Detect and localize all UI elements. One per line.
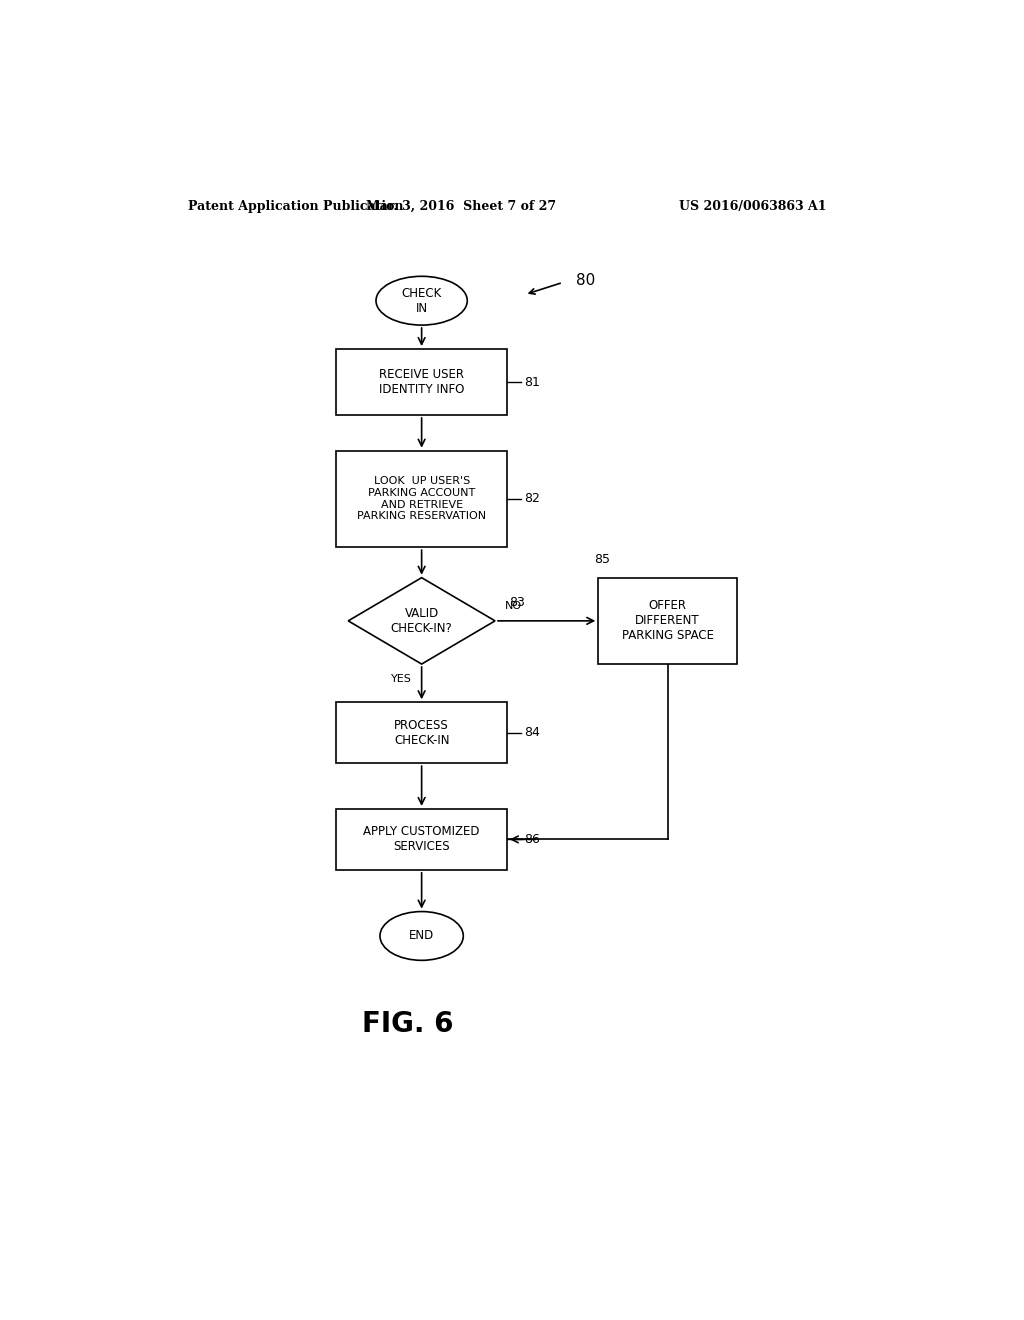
Bar bbox=[336, 450, 507, 548]
Text: OFFER
DIFFERENT
PARKING SPACE: OFFER DIFFERENT PARKING SPACE bbox=[622, 599, 714, 643]
Text: END: END bbox=[409, 929, 434, 942]
Text: 85: 85 bbox=[594, 553, 610, 566]
Bar bbox=[336, 809, 507, 870]
Text: US 2016/0063863 A1: US 2016/0063863 A1 bbox=[679, 199, 826, 213]
Text: FIG. 6: FIG. 6 bbox=[362, 1010, 454, 1039]
Bar bbox=[336, 702, 507, 763]
Text: VALID
CHECK-IN?: VALID CHECK-IN? bbox=[391, 607, 453, 635]
Polygon shape bbox=[348, 578, 495, 664]
Text: 82: 82 bbox=[524, 492, 541, 506]
Text: Mar. 3, 2016  Sheet 7 of 27: Mar. 3, 2016 Sheet 7 of 27 bbox=[367, 199, 556, 213]
Text: LOOK  UP USER'S
PARKING ACCOUNT
AND RETRIEVE
PARKING RESERVATION: LOOK UP USER'S PARKING ACCOUNT AND RETRI… bbox=[357, 477, 486, 521]
Text: 83: 83 bbox=[509, 597, 525, 609]
Bar bbox=[336, 348, 507, 414]
Text: CHECK
IN: CHECK IN bbox=[401, 286, 441, 314]
Text: APPLY CUSTOMIZED
SERVICES: APPLY CUSTOMIZED SERVICES bbox=[364, 825, 480, 854]
Text: Patent Application Publication: Patent Application Publication bbox=[187, 199, 403, 213]
Text: PROCESS
CHECK-IN: PROCESS CHECK-IN bbox=[394, 718, 450, 747]
Text: 80: 80 bbox=[577, 273, 596, 288]
Bar bbox=[598, 578, 737, 664]
Ellipse shape bbox=[376, 276, 467, 325]
Text: YES: YES bbox=[391, 675, 413, 684]
Text: 84: 84 bbox=[524, 726, 541, 739]
Text: 86: 86 bbox=[524, 833, 541, 846]
Ellipse shape bbox=[380, 912, 463, 961]
Text: 81: 81 bbox=[524, 375, 541, 388]
Text: RECEIVE USER
IDENTITY INFO: RECEIVE USER IDENTITY INFO bbox=[379, 368, 464, 396]
Text: NO: NO bbox=[505, 601, 521, 611]
